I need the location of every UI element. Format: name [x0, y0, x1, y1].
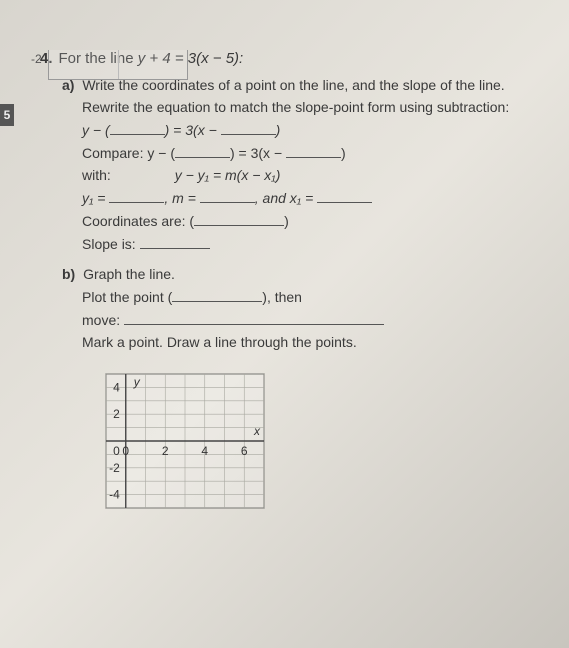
- svg-text:y: y: [133, 375, 141, 389]
- svg-text:-4: -4: [109, 488, 120, 502]
- blank-eq1-b[interactable]: [221, 121, 276, 135]
- svg-text:4: 4: [113, 380, 120, 394]
- coords-line: Coordinates are: (): [82, 212, 541, 229]
- svg-text:x: x: [253, 424, 261, 438]
- coords-end: ): [284, 213, 289, 229]
- m-eq: , m =: [164, 190, 196, 206]
- fragment-gridline: [118, 50, 119, 79]
- page-section-tab: 5: [0, 104, 14, 126]
- compare-end: ): [341, 145, 346, 161]
- plot-line: Plot the point ( ), then: [82, 288, 541, 305]
- blank-move[interactable]: [124, 311, 384, 325]
- blank-compare-b[interactable]: [286, 144, 341, 158]
- x1-eq: , and x₁ =: [255, 190, 314, 206]
- y1-eq: y₁ =: [82, 190, 105, 206]
- slope-label: Slope is:: [82, 236, 136, 252]
- eq1-lhs: y − (: [82, 122, 110, 138]
- svg-text:4: 4: [201, 444, 208, 458]
- blank-eq1-a[interactable]: [110, 121, 165, 135]
- compare-lhs: Compare: y − (: [82, 145, 175, 161]
- compare-line: Compare: y − ( ) = 3(x − ): [82, 144, 541, 161]
- rewrite-line: Rewrite the equation to match the slope-…: [82, 99, 541, 115]
- part-b: b) Graph the line.: [62, 266, 541, 282]
- fragment-tick-label: -2: [31, 52, 42, 66]
- move-label: move:: [82, 312, 120, 328]
- with-label: with:: [82, 167, 111, 183]
- eq1-line: y − ( ) = 3(x − ): [82, 121, 541, 138]
- blank-coords[interactable]: [194, 212, 284, 226]
- plot-label: Plot the point (: [82, 289, 172, 305]
- blank-x1[interactable]: [317, 189, 372, 203]
- slope-line: Slope is:: [82, 235, 541, 252]
- eq1-end: ): [276, 122, 281, 138]
- move-line: move:: [82, 311, 541, 328]
- svg-text:6: 6: [241, 444, 248, 458]
- svg-text:2: 2: [113, 407, 120, 421]
- svg-text:0: 0: [122, 444, 129, 458]
- slope-point-form: y − y₁ = m(x − x₁): [175, 167, 281, 183]
- previous-chart-fragment: -2: [48, 50, 188, 80]
- svg-text:2: 2: [162, 444, 169, 458]
- vars-line: y₁ = , m = , and x₁ =: [82, 189, 541, 206]
- coordinate-grid: 0 2 4 6 -4 -2 2 4 0 x y: [82, 366, 541, 516]
- blank-plot[interactable]: [172, 288, 262, 302]
- eq1-mid: ) = 3(x −: [165, 122, 217, 138]
- part-b-prompt: Graph the line.: [83, 266, 175, 282]
- page-content: 4. For the line y + 4 = 3(x − 5): a) Wri…: [0, 50, 569, 516]
- blank-slope[interactable]: [140, 235, 210, 249]
- part-b-label: b): [62, 266, 75, 282]
- grid-svg: 0 2 4 6 -4 -2 2 4 0 x y: [82, 366, 272, 516]
- mark-line: Mark a point. Draw a line through the po…: [82, 334, 541, 350]
- svg-text:0: 0: [113, 444, 120, 458]
- svg-text:-2: -2: [109, 461, 120, 475]
- blank-m[interactable]: [200, 189, 255, 203]
- coords-label: Coordinates are: (: [82, 213, 194, 229]
- blank-compare-a[interactable]: [175, 144, 230, 158]
- with-line: with: y − y₁ = m(x − x₁): [82, 167, 541, 183]
- blank-y1[interactable]: [109, 189, 164, 203]
- compare-mid: ) = 3(x −: [230, 145, 282, 161]
- plot-end: ), then: [262, 289, 302, 305]
